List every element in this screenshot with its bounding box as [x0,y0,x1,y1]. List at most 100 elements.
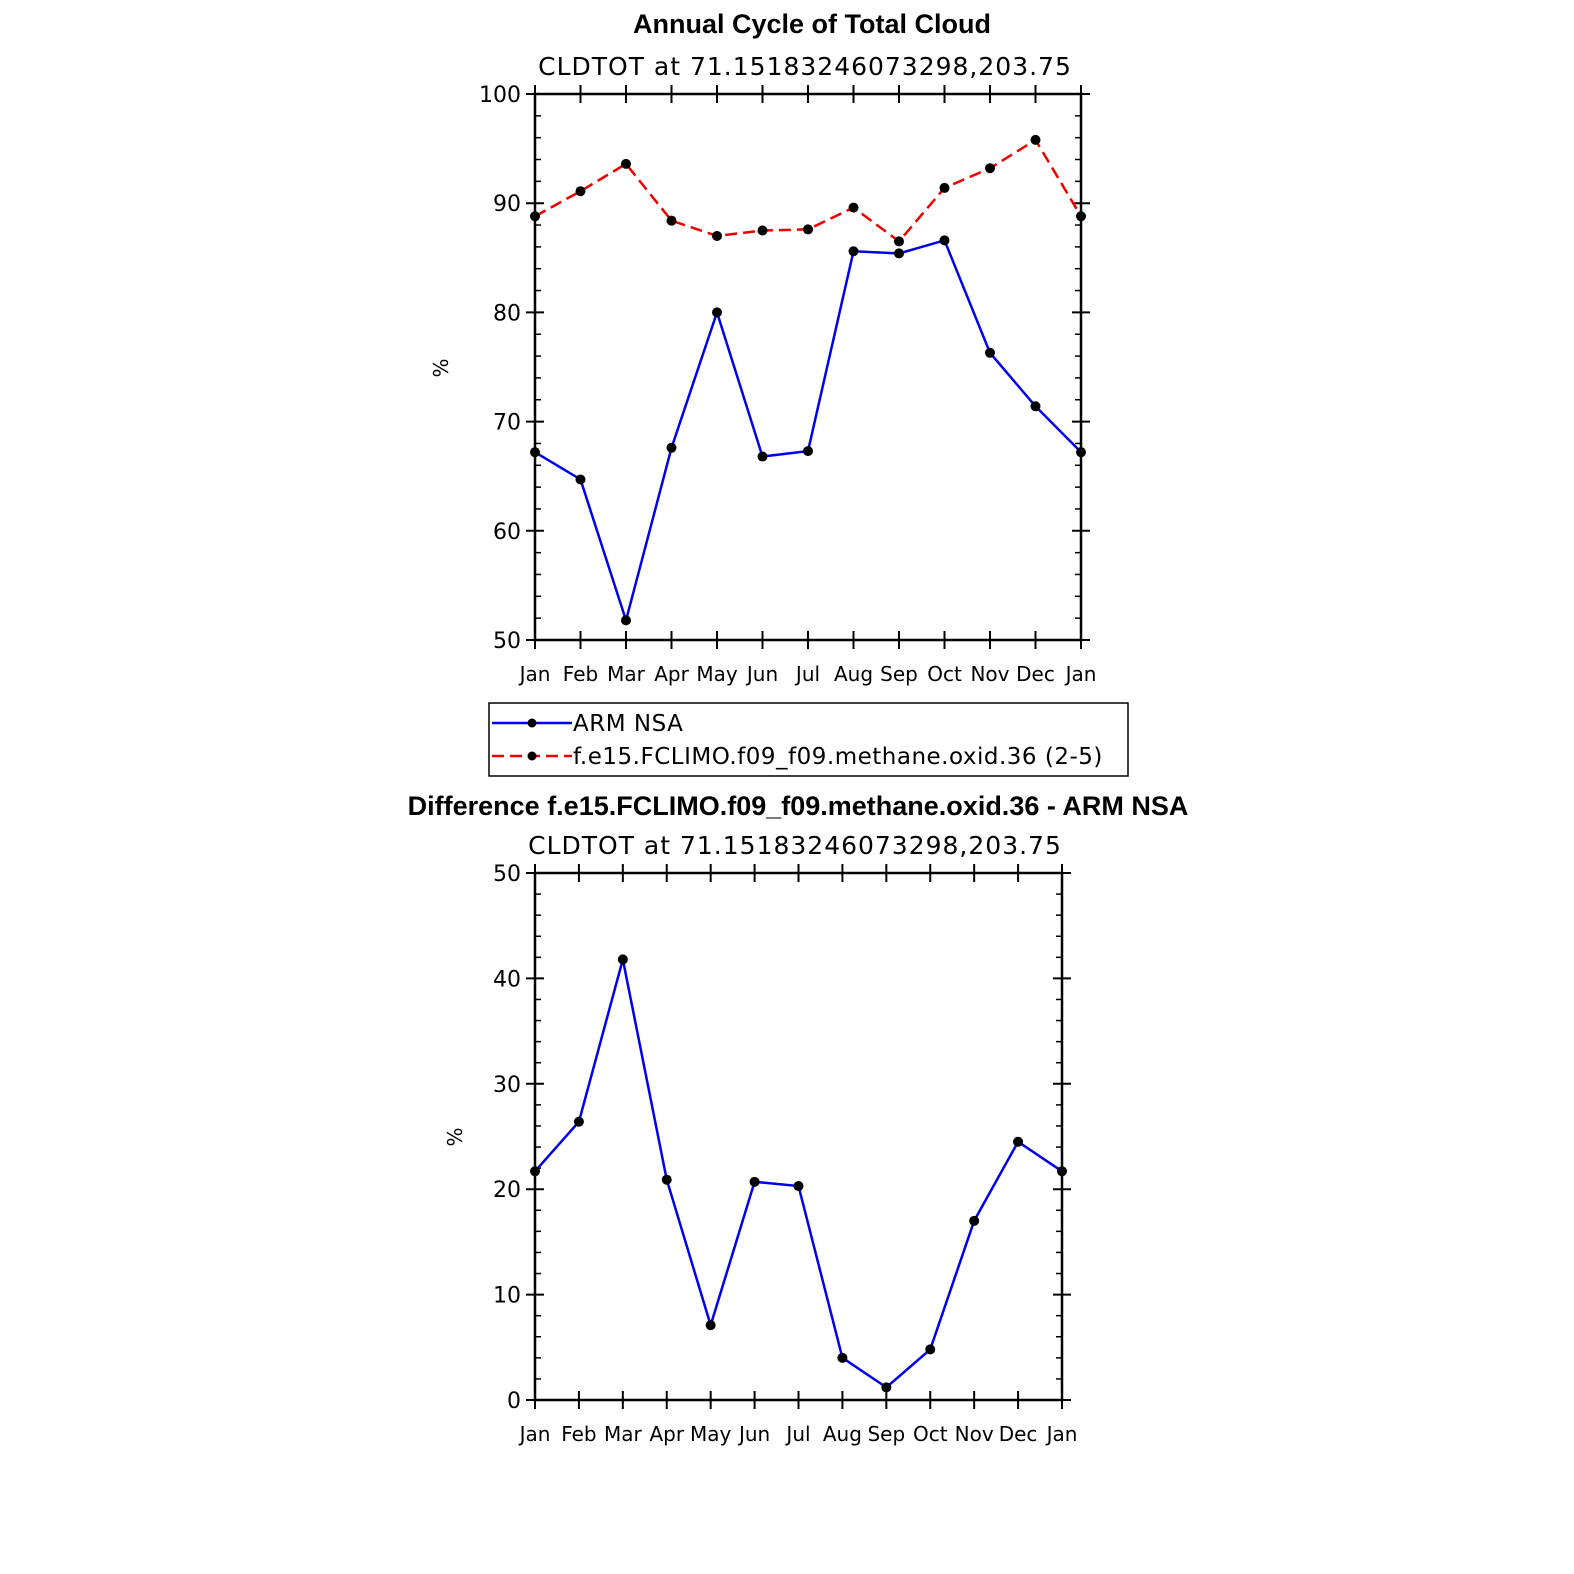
legend: ARM NSA f.e15.FCLIMO.f09_f09.methane.oxi… [488,702,1129,777]
bottom-chart-y-tick-label: 50 [493,862,521,887]
top-chart-series [530,134,1086,626]
top-chart-series-1-point [621,158,631,169]
bottom-chart-y-tick-label: 0 [507,1389,521,1414]
top-chart-series-1-point [712,230,722,241]
bottom-chart-y-tick-label: 20 [493,1178,521,1203]
legend-marker-arm-nsa [527,718,537,728]
bottom-chart-y-tick-label: 30 [493,1073,521,1098]
bottom-chart-series-line-0 [534,959,1063,1389]
bottom-chart-axes: 0 10 20 30 40 50 Jan Feb Mar Apr May Jun Jul Aug Sep Oc… [493,862,1077,1446]
top-chart-series-0-point [1076,447,1086,458]
bottom-chart-x-tick-label: Aug [823,1422,862,1446]
top-chart-series-line-0 [534,238,1082,625]
bottom-chart-x-tick-label: Sep [867,1422,905,1446]
bottom-chart-x-tick-label: Jan [1045,1422,1078,1446]
bottom-chart-x-tick-label: Apr [649,1422,684,1446]
bottom-chart-title: Difference f.e15.FCLIMO.f09_f09.methane.… [408,791,1189,821]
top-chart-series-0-point [848,246,859,257]
top-chart-subtitle: CLDTOT at 71.15183246073298,203.75 [538,52,1072,81]
top-chart-series-0-point [757,451,768,462]
bottom-chart-plot-frame [533,871,1064,1402]
bottom-chart-series-0-point [749,1176,760,1187]
top-chart-y-tick-label: 100 [479,83,521,108]
top-chart-axes: 50 60 70 80 90 100 Jan Feb Mar Apr May Jun Jul Aug Sep… [479,83,1096,686]
bottom-chart-series-0-point [969,1215,980,1226]
top-chart-x-tick-label: Jan [1064,662,1097,686]
bottom-chart-series-0-point [573,1116,584,1127]
legend-label-model: f.e15.FCLIMO.f09_f09.methane.oxid.36 (2-… [573,744,1103,770]
bottom-chart-x-tick-label: Nov [955,1422,994,1446]
top-chart-series-0-point [666,442,677,453]
bottom-chart-x-tick-label: Mar [604,1422,643,1446]
top-chart-x-tick-label: Nov [970,662,1009,686]
bottom-chart-x-tick-label: Jun [737,1422,770,1446]
top-chart-y-tick-label: 70 [493,411,521,436]
legend-label-arm-nsa: ARM NSA [573,711,683,737]
top-chart-series-0-point [939,235,950,246]
top-chart-series-1-point [894,236,904,247]
top-chart-y-tick-label: 80 [493,301,521,326]
top-chart-x-tick-label: Jun [745,662,778,686]
bottom-chart-series-0-point [1013,1136,1024,1147]
bottom-chart-x-tick-label: Jan [518,1422,551,1446]
top-chart-series-0-point [621,615,631,626]
top-chart-x-tick-label: Aug [834,662,873,686]
top-chart-series-1-point [803,224,813,235]
bottom-chart-series-0-point [705,1320,716,1331]
top-chart-series-0-point [894,248,904,259]
top-chart-title: Annual Cycle of Total Cloud [633,9,991,39]
bottom-chart-y-tick-label: 40 [493,967,521,992]
top-chart-x-tick-label: Sep [880,662,918,686]
legend-box [488,702,1129,777]
bottom-chart-x-tick-label: Dec [999,1422,1038,1446]
top-chart-series-1-point [530,211,540,222]
top-chart-x-tick-label: Jan [518,662,551,686]
top-chart-series-0-point [803,446,813,457]
legend-marker-model [527,751,537,761]
top-chart-series-1-point [666,215,677,226]
top-chart-x-tick-label: Dec [1016,662,1055,686]
bottom-chart-series-0-point [1057,1166,1067,1177]
top-chart-series-0-point [985,347,995,358]
top-chart-series-1-point [985,163,995,174]
bottom-chart-x-tick-label: Feb [561,1422,596,1446]
top-chart-x-tick-label: Feb [563,662,598,686]
bottom-chart-x-tick-label: May [690,1422,732,1446]
bottom-chart-y-tick-label: 10 [493,1284,521,1309]
bottom-chart-series-0-point [793,1181,804,1192]
bottom-chart-x-tick-label: Jul [784,1422,810,1446]
bottom-chart-subtitle: CLDTOT at 71.15183246073298,203.75 [528,831,1062,860]
top-chart-series-1-point [575,186,586,197]
bottom-chart-series [530,954,1067,1393]
top-chart-series-1-point [939,182,950,193]
top-chart-series-0-point [575,474,586,485]
annual-cycle-chart: Annual Cycle of Total Cloud CLDTOT at 71… [429,9,1096,686]
top-chart-y-tick-label: 60 [493,520,521,545]
bottom-chart-series-0-point [617,954,628,965]
bottom-chart-series-0-point [661,1174,672,1185]
difference-chart: Difference f.e15.FCLIMO.f09_f09.methane.… [408,791,1189,1446]
top-chart-x-tick-label: Mar [607,662,646,686]
top-chart-series-1-point [1076,211,1086,222]
top-chart-x-tick-label: May [696,662,738,686]
bottom-chart-y-axis-label: % [443,1127,467,1146]
top-chart-series-1-point [757,225,768,236]
top-chart-x-tick-label: Apr [654,662,689,686]
bottom-chart-series-0-point [837,1352,848,1363]
top-chart-series-0-point [530,447,540,458]
bottom-chart-x-tick-label: Oct [913,1422,948,1446]
top-chart-series-1-point [848,202,859,213]
top-chart-series-1-point [1030,134,1041,145]
top-chart-series-0-point [712,307,722,318]
top-chart-series-0-point [1030,401,1041,412]
bottom-chart-series-0-point [881,1382,892,1393]
top-chart-x-tick-label: Oct [927,662,962,686]
top-chart-plot-frame [533,92,1083,642]
bottom-chart-series-0-point [530,1166,540,1177]
bottom-chart-series-0-point [925,1344,936,1355]
top-chart-y-tick-label: 50 [493,629,521,654]
top-chart-y-tick-label: 90 [493,192,521,217]
top-chart-y-axis-label: % [429,358,453,377]
top-chart-x-tick-label: Jul [794,662,820,686]
